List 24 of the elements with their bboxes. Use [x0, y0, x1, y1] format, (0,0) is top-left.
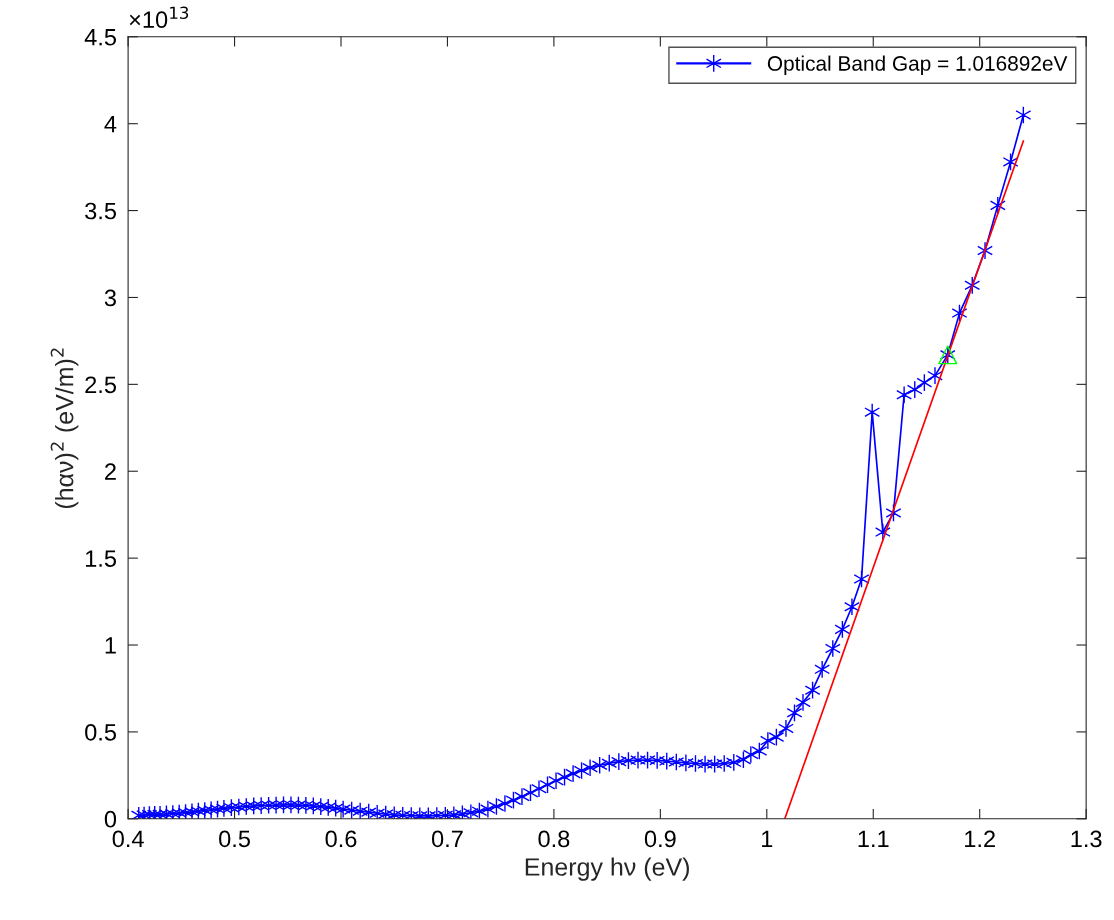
y-axis-title: (hαν)$^{2}$ (eV/m)$^{2}$	[50, 348, 79, 509]
x-tick-label: 0.7	[431, 830, 463, 848]
x-tick-label: 1	[762, 830, 773, 848]
y-tick-label: 4	[104, 116, 117, 133]
y-tick-label: 0	[104, 810, 117, 828]
x-axis-title: Energy hν (eV)	[525, 857, 689, 881]
x-tick-label: 1.3	[1071, 830, 1102, 848]
x-tick-label: 1.2	[965, 830, 995, 848]
x-tick-label: 1.1	[858, 830, 889, 848]
y-tick-label: 1	[105, 637, 116, 654]
x-tick-label: 0.8	[538, 830, 570, 848]
y-tick-label: 2	[105, 463, 116, 480]
x-tick-label: 0.5	[219, 830, 250, 848]
y-tick-label: 0.5	[85, 723, 117, 741]
y-tick-label: 2.5	[85, 376, 117, 394]
y-tick-label: 3	[104, 289, 116, 307]
x-tick-label: 0.6	[325, 830, 357, 848]
text: ×10$^{13}$	[129, 6, 189, 29]
y-tick-label: 1.5	[85, 550, 117, 567]
y-tick-label: 3.5	[85, 202, 117, 220]
y-tick-label: 4.5	[84, 29, 117, 46]
legend-label: Optical Band Gap = 1.016892eV	[767, 55, 1068, 75]
x-tick-label: 0.9	[644, 830, 676, 848]
x-tick-label: 0.4	[112, 830, 144, 848]
